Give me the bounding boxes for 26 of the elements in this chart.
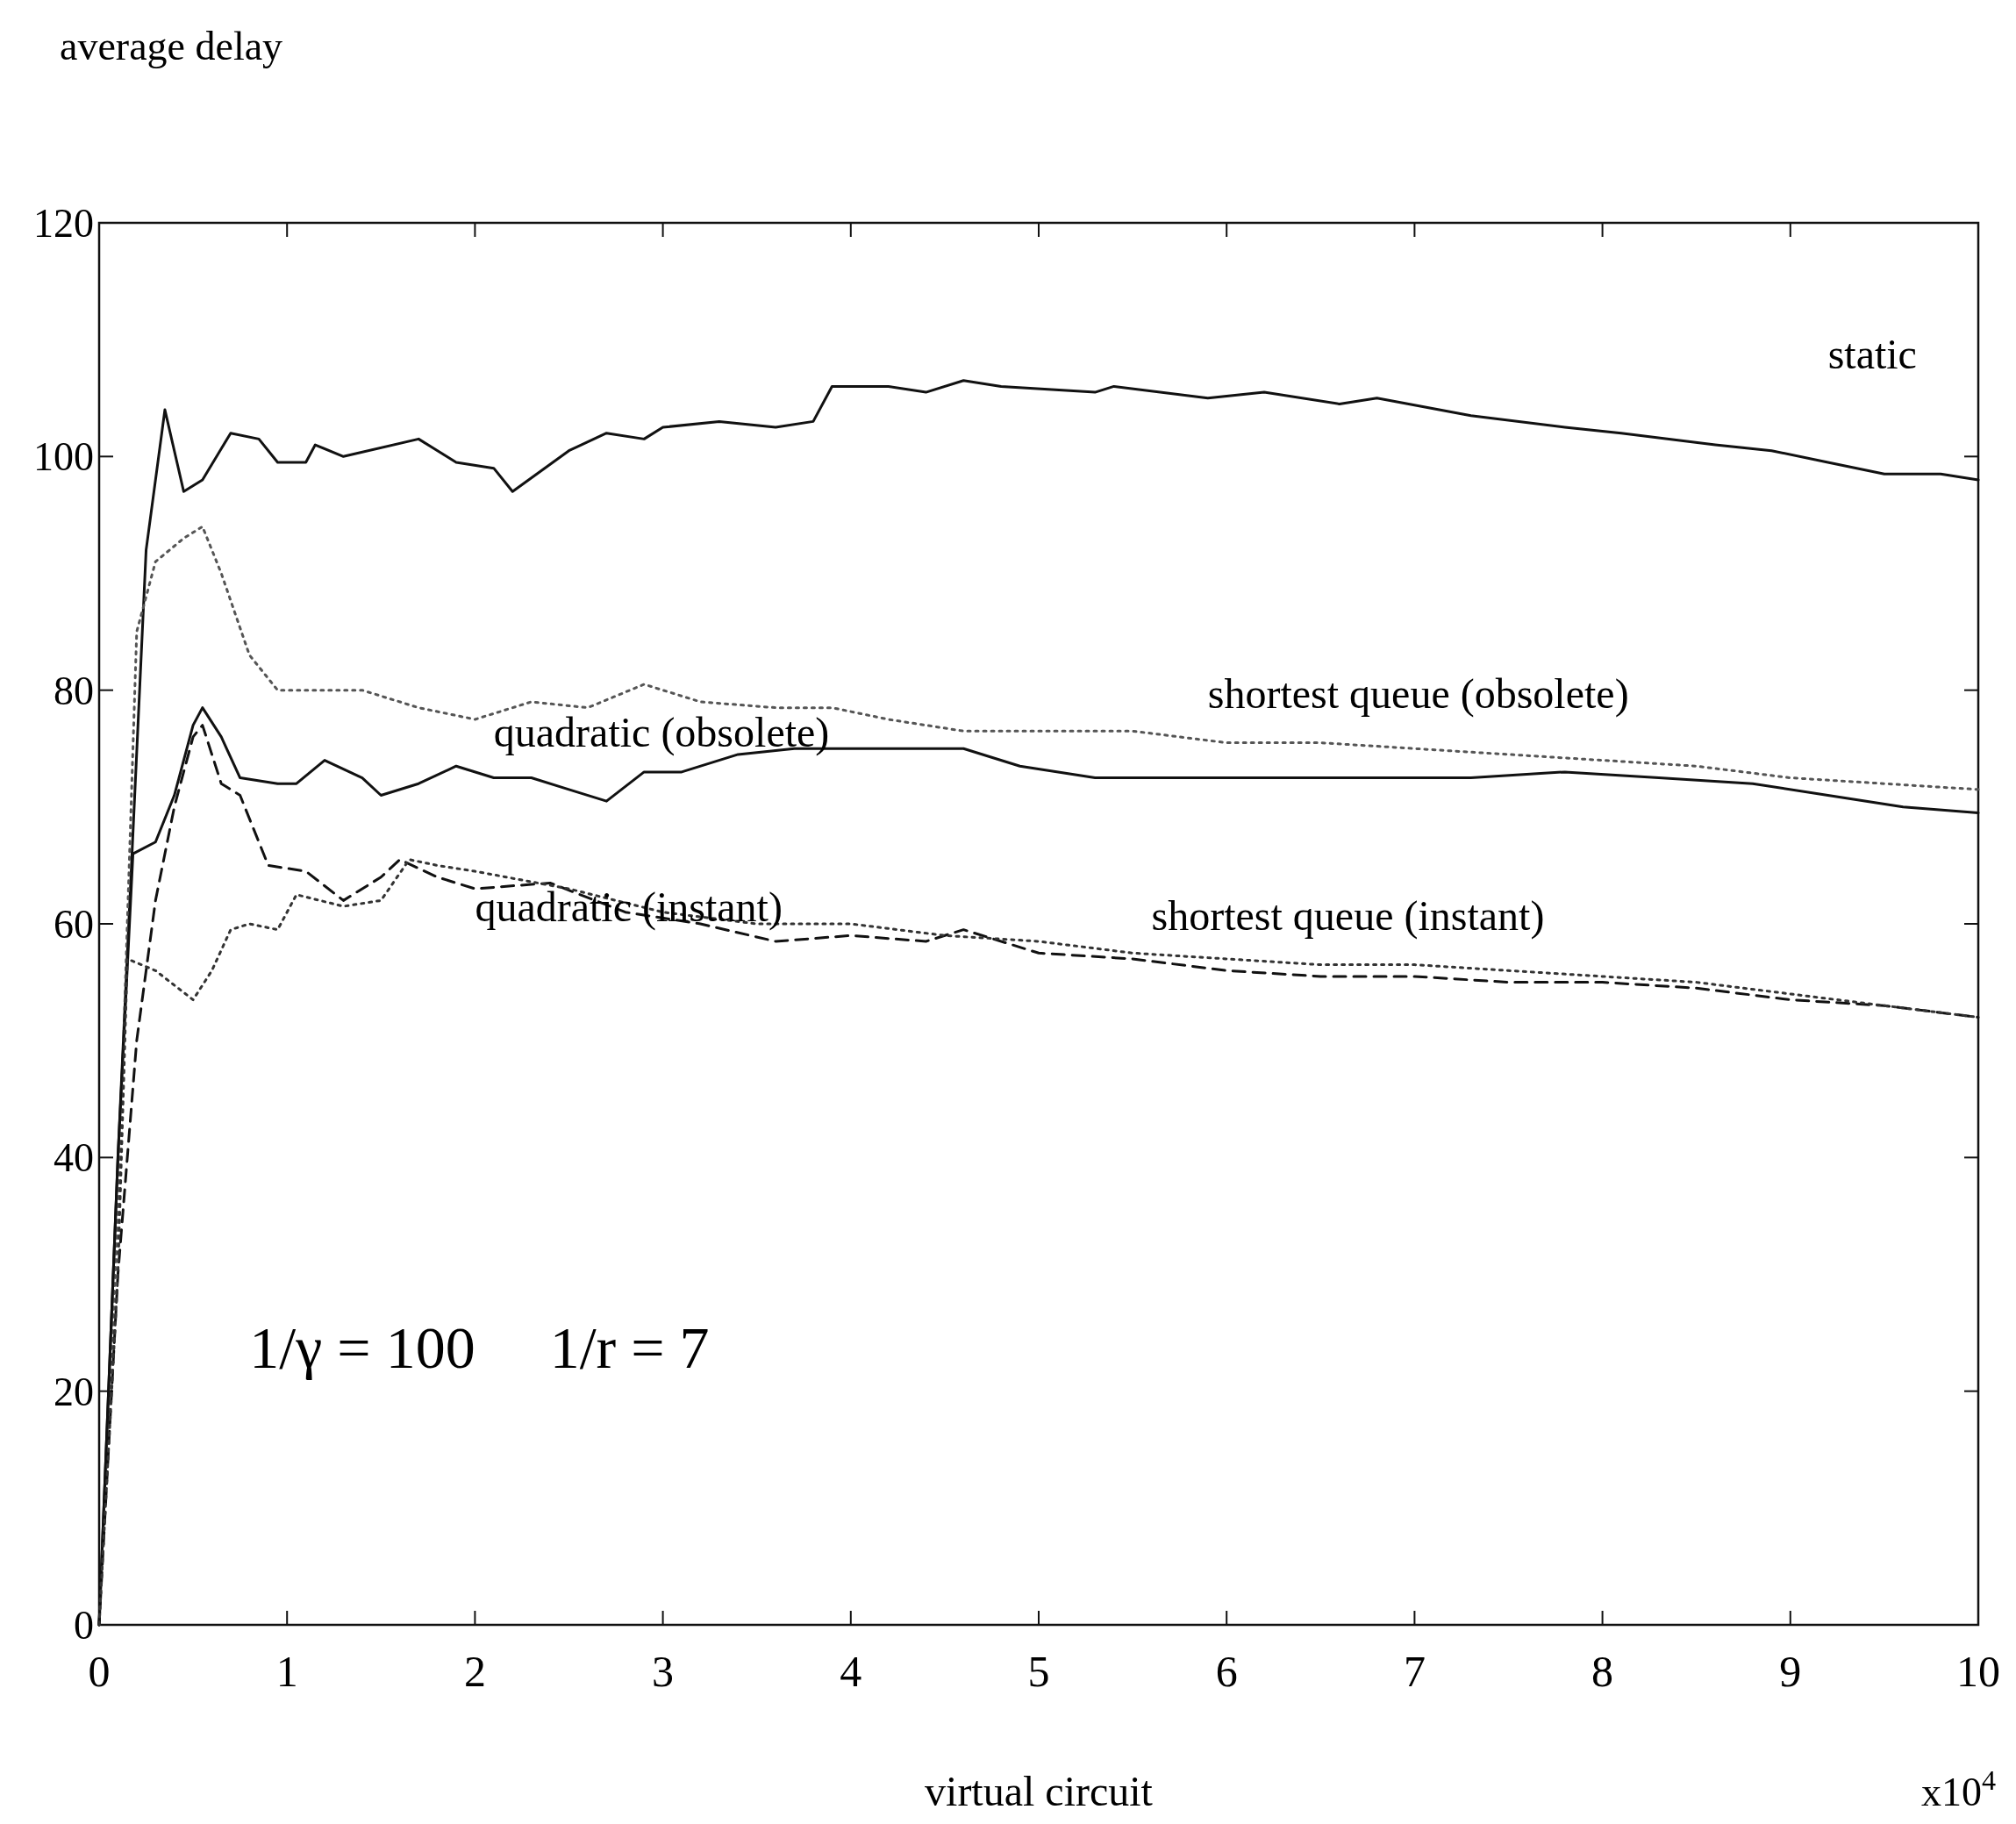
x-tick-label: 7 <box>1403 1647 1426 1696</box>
x-axis-title: virtual circuit <box>925 1768 1154 1814</box>
y-tick-label: 40 <box>54 1135 94 1181</box>
x-tick-label: 4 <box>840 1647 862 1696</box>
annotation: 1/γ = 100 1/r = 7 <box>249 1314 710 1382</box>
x-tick-label: 5 <box>1027 1647 1050 1696</box>
x-tick-label: 3 <box>652 1647 675 1696</box>
y-tick-label: 100 <box>33 434 94 480</box>
y-tick-label: 120 <box>33 201 94 246</box>
x-tick-label: 2 <box>463 1647 486 1696</box>
y-axis-title: average delay <box>60 24 283 68</box>
y-tick-label: 80 <box>54 668 94 713</box>
x-tick-label: 1 <box>275 1647 298 1696</box>
text: x10$^{4}$ <box>1920 1764 1996 1814</box>
x-tick-label: 10 <box>1956 1647 2000 1696</box>
x-tick-label: 8 <box>1591 1647 1614 1696</box>
series-label: quadratic (instant) <box>475 883 783 932</box>
series-label: shortest queue (instant) <box>1151 891 1545 940</box>
x-tick-label: 6 <box>1215 1647 1238 1696</box>
y-tick-label: 20 <box>54 1369 94 1414</box>
series-label: shortest queue (obsolete) <box>1207 669 1629 718</box>
x-tick-label: 9 <box>1779 1647 1802 1696</box>
y-tick-label: 60 <box>54 902 94 947</box>
series-label: quadratic (obsolete) <box>493 708 830 756</box>
series-label: static <box>1827 331 1917 378</box>
y-tick-label: 0 <box>74 1603 94 1648</box>
